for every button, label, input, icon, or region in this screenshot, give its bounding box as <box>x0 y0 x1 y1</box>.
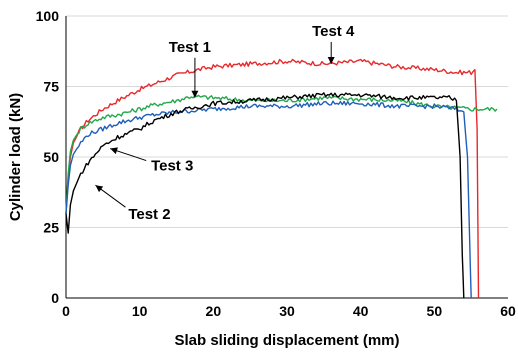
y-tick-label: 100 <box>36 8 60 24</box>
annotation-arrowhead <box>95 185 104 193</box>
x-tick-label: 50 <box>427 303 443 319</box>
x-tick-label: 30 <box>279 303 295 319</box>
grid <box>66 15 508 228</box>
annotation-arrowhead <box>191 90 199 98</box>
series-line <box>65 58 480 299</box>
y-axis-title: Cylinder load (kN) <box>7 93 24 221</box>
annotation-label: Test 4 <box>312 23 355 40</box>
x-tick-label: 60 <box>500 303 516 319</box>
x-axis-title: Slab sliding displacement (mm) <box>174 332 399 349</box>
series-line <box>65 100 472 299</box>
annotation-label: Test 2 <box>128 206 170 223</box>
x-tick-label: 0 <box>62 303 70 319</box>
annotation-label: Test 3 <box>151 158 193 175</box>
annotation-arrowhead <box>110 147 118 155</box>
series-line <box>65 92 465 299</box>
x-tick-label: 20 <box>206 303 222 319</box>
x-tick-label: 10 <box>132 303 148 319</box>
y-tick-label: 75 <box>43 79 59 95</box>
y-tick-label: 50 <box>43 149 59 165</box>
series <box>65 58 498 299</box>
series-line <box>65 94 498 214</box>
tick-labels: 0 25 50 75 100 0 10 20 30 40 50 60 <box>36 8 516 319</box>
y-tick-label: 0 <box>51 290 59 306</box>
y-tick-label: 25 <box>43 220 59 236</box>
axes <box>65 16 508 299</box>
annotations: Test 1 Test 4 Test 3 Test 2 <box>95 23 355 223</box>
annotation-label: Test 1 <box>169 39 211 56</box>
x-tick-label: 40 <box>353 303 369 319</box>
annotation-arrowhead <box>327 56 335 64</box>
